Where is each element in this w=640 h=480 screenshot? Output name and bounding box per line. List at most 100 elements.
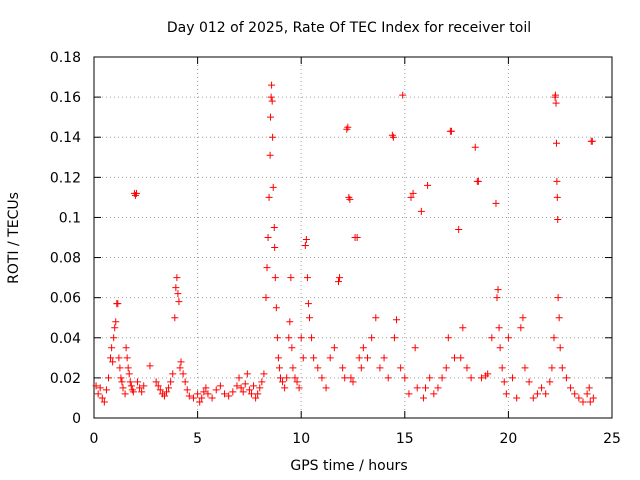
data-point xyxy=(260,370,268,378)
data-point xyxy=(546,378,554,386)
data-point xyxy=(134,378,142,386)
data-point xyxy=(176,364,184,372)
data-point xyxy=(183,386,191,394)
data-point xyxy=(293,378,301,386)
data-point xyxy=(330,344,338,352)
data-point xyxy=(426,374,434,382)
data-point xyxy=(444,334,452,342)
data-point xyxy=(268,81,276,89)
data-point xyxy=(554,294,562,302)
data-points xyxy=(92,81,597,406)
data-point xyxy=(177,358,185,366)
data-point xyxy=(267,113,275,121)
data-point xyxy=(116,364,124,372)
data-point xyxy=(152,378,160,386)
data-point xyxy=(202,384,210,392)
data-point xyxy=(567,384,575,392)
data-point xyxy=(297,334,305,342)
x-tick-label: 10 xyxy=(292,431,310,447)
data-point xyxy=(504,334,512,342)
data-point xyxy=(289,364,297,372)
y-axis-ticks: 0 0.02 0.04 0.06 0.08 0.1 0.12 0.14 0.16 0.18 xyxy=(50,50,612,427)
data-point xyxy=(96,384,104,392)
data-point xyxy=(121,390,129,398)
data-point xyxy=(167,378,175,386)
data-point xyxy=(488,334,496,342)
data-point xyxy=(409,189,417,197)
data-point xyxy=(129,388,137,396)
data-point xyxy=(430,390,438,398)
data-point xyxy=(419,394,427,402)
data-point xyxy=(493,294,501,302)
data-point xyxy=(146,362,154,370)
data-point xyxy=(136,384,144,392)
data-point xyxy=(376,364,384,372)
data-point xyxy=(471,143,479,151)
data-point xyxy=(411,344,419,352)
plot-frame xyxy=(93,56,613,419)
data-point xyxy=(384,374,392,382)
data-point xyxy=(272,304,280,312)
data-point xyxy=(274,354,282,362)
data-point xyxy=(115,354,123,362)
data-point xyxy=(554,215,562,223)
y-tick-label: 0.14 xyxy=(50,130,81,146)
x-tick-label: 20 xyxy=(499,431,517,447)
data-point xyxy=(285,334,293,342)
data-point xyxy=(552,139,560,147)
data-point xyxy=(254,390,262,398)
data-point xyxy=(237,384,245,392)
data-point xyxy=(275,364,283,372)
y-tick-label: 0.06 xyxy=(50,291,81,307)
data-point xyxy=(185,392,193,400)
data-point xyxy=(344,123,352,131)
data-point xyxy=(380,354,388,362)
data-point xyxy=(124,364,132,372)
data-point xyxy=(393,316,401,324)
data-point xyxy=(107,354,115,362)
data-point xyxy=(283,374,291,382)
data-point xyxy=(322,384,330,392)
data-point xyxy=(196,398,204,406)
data-point xyxy=(233,382,241,390)
data-point xyxy=(256,384,264,392)
data-point xyxy=(550,334,558,342)
data-point xyxy=(368,334,376,342)
data-point xyxy=(171,314,179,322)
data-point xyxy=(585,384,593,392)
data-point xyxy=(347,374,355,382)
data-point xyxy=(235,374,243,382)
data-point xyxy=(553,193,561,201)
data-point xyxy=(266,151,274,159)
data-point xyxy=(98,394,106,402)
data-point xyxy=(279,378,287,386)
data-point xyxy=(341,374,349,382)
data-point xyxy=(422,384,430,392)
data-point xyxy=(173,274,181,282)
data-point xyxy=(355,354,363,362)
data-point xyxy=(204,390,212,398)
data-point xyxy=(498,364,506,372)
data-point xyxy=(474,177,482,185)
data-point xyxy=(303,274,311,282)
data-point xyxy=(140,382,148,390)
data-point xyxy=(208,394,216,402)
data-point xyxy=(269,183,277,191)
data-point xyxy=(556,344,564,352)
y-tick-label: 0 xyxy=(72,411,81,427)
data-point xyxy=(108,344,116,352)
data-point xyxy=(250,382,258,390)
data-point xyxy=(126,378,134,386)
data-point xyxy=(575,394,583,402)
data-point xyxy=(189,394,197,402)
data-point xyxy=(389,133,397,141)
data-point xyxy=(305,314,313,322)
y-tick-label: 0.1 xyxy=(59,210,81,226)
data-point xyxy=(200,388,208,396)
data-point xyxy=(160,392,168,400)
data-point xyxy=(397,364,405,372)
data-point xyxy=(163,388,171,396)
data-point xyxy=(288,344,296,352)
data-point xyxy=(451,354,459,362)
